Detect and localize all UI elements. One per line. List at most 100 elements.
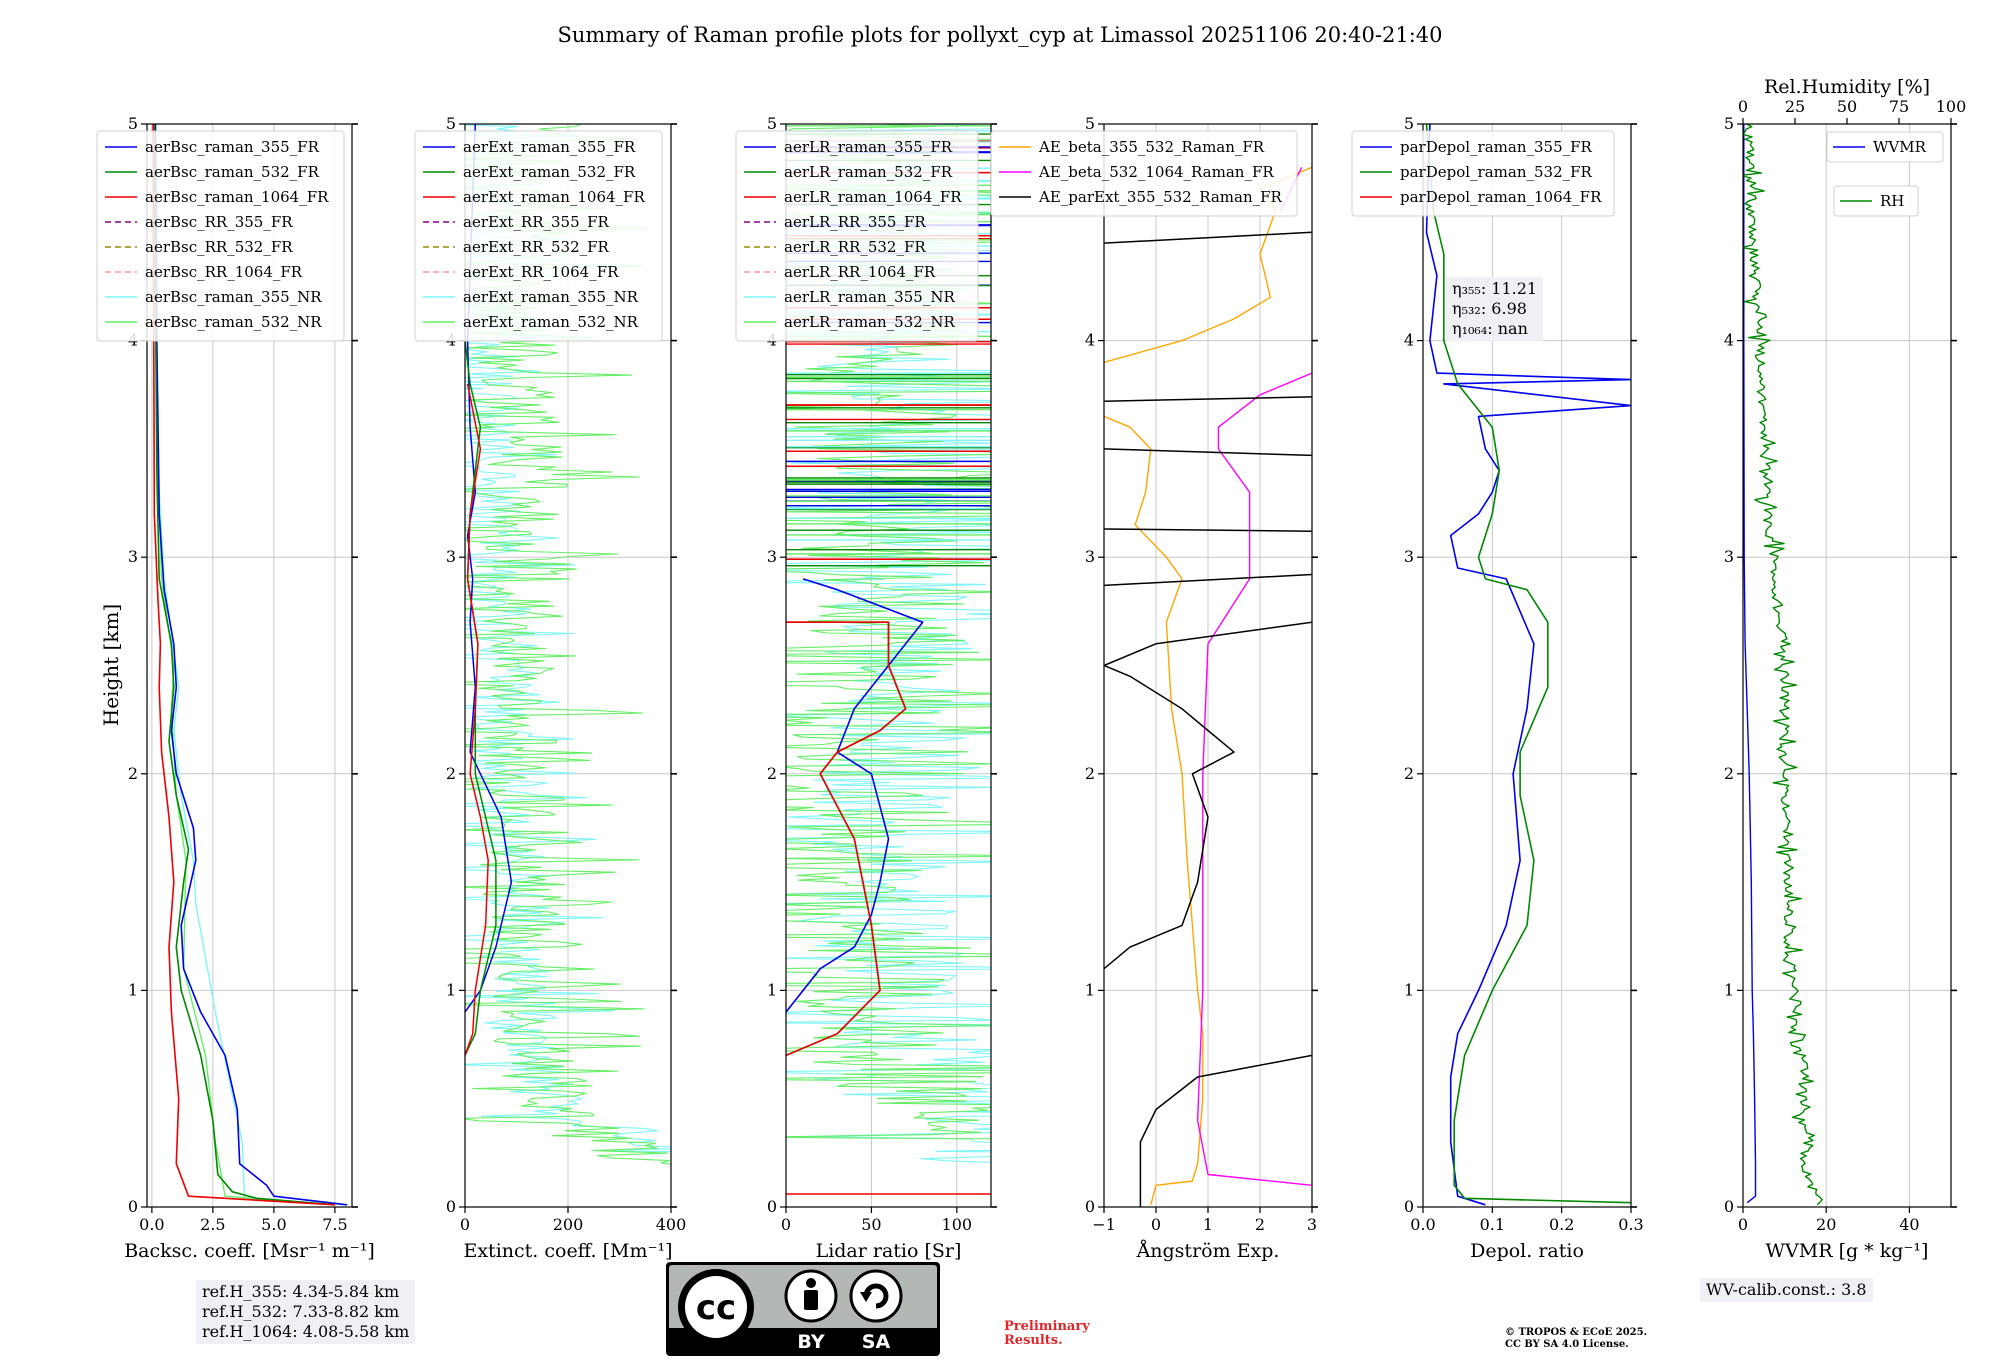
y-tick-label: 4: [1085, 331, 1095, 350]
y-tick-label: 0: [1404, 1197, 1414, 1216]
legend: AE_beta_355_532_Raman_FR AE_beta_532_1064…: [990, 130, 1298, 217]
legend-box: [990, 130, 1298, 217]
series-AE_parExt_355_532_Raman_FR: [1104, 621, 1312, 970]
legend-entry: aerLR_raman_1064_FR: [784, 188, 962, 206]
x-tick-label: 7.5: [322, 1215, 347, 1234]
y-tick-label: 3: [1085, 547, 1095, 566]
copyright-line-2: CC BY SA 4.0 License.: [1505, 1339, 1629, 1350]
y-tick-label: 5: [767, 114, 777, 133]
y-tick-label: 0: [1085, 1197, 1095, 1216]
y-tick-label: 1: [1085, 980, 1095, 999]
series-group: [1425, 124, 1631, 1206]
series-aerExt_raman_1064_FR: [465, 383, 489, 1056]
top-x-tick-label: 100: [1936, 97, 1967, 116]
legend-box: [1833, 185, 1919, 217]
y-tick-label: 5: [1404, 114, 1414, 133]
series-AE_beta_355_532_Raman_FR: [1104, 415, 1204, 1205]
series-AE_parExt_355_532_Raman_FR: [1104, 448, 1312, 457]
legend-entry: aerLR_RR_355_FR: [784, 213, 926, 231]
series-group: [1743, 124, 1823, 1206]
y-tick-label: 2: [1404, 764, 1414, 783]
top-x-tick-label: 50: [1837, 97, 1857, 116]
top-axis-label: Rel.Humidity [%]: [1764, 76, 1930, 98]
y-tick-label: 4: [1724, 331, 1734, 350]
series-RH: [1743, 124, 1823, 1206]
legend: aerExt_raman_355_FR aerExt_raman_532_FRae…: [414, 130, 663, 342]
share-alike-icon: [849, 1269, 903, 1323]
plot-frame: [1742, 123, 1952, 1208]
y-tick-label: 5: [1085, 114, 1095, 133]
x-tick-label: 0.0: [139, 1215, 164, 1234]
x-axis-label: Extinct. coeff. [Mm⁻¹]: [463, 1240, 672, 1262]
legend-entry: parDepol_raman_355_FR: [1400, 138, 1593, 156]
x-tick-label: 40: [1899, 1215, 1919, 1234]
legend-box: [1826, 131, 1944, 163]
panel-backscatter: 0.0 2.5 5.0 7.5 Backsc. coeff. [Msr⁻¹ m⁻¹] 0 1…: [96, 114, 375, 1262]
series-aerExt_raman_355_FR: [465, 124, 513, 1013]
y-tick-label: 2: [1724, 764, 1734, 783]
x-tick-label: −1: [1092, 1215, 1116, 1234]
legend: WVMR RH: [1826, 131, 1944, 217]
y-axis-label: Height [km]: [99, 604, 123, 726]
series-parDepol_raman_355_FR: [1425, 124, 1631, 1206]
series-aerLR_raman_355_NR: [786, 124, 991, 1163]
x-tick-label: 0.0: [1410, 1215, 1435, 1234]
top-x-tick-label: 25: [1785, 97, 1805, 116]
reference-height-box: ref.H_355: 4.34-5.84 km ref.H_532: 7.33-…: [196, 1280, 416, 1344]
legend-entry: aerLR_raman_532_FR: [784, 163, 953, 181]
y-tick-label: 5: [446, 114, 456, 133]
y-tick-label: 3: [1724, 547, 1734, 566]
x-axis-label: Depol. ratio: [1470, 1240, 1584, 1262]
legend-entry: aerBsc_raman_532_FR: [145, 163, 320, 181]
x-tick-label: 0.2: [1549, 1215, 1574, 1234]
y-tick-label: 3: [128, 547, 138, 566]
y-tick-label: 3: [446, 547, 456, 566]
legend-box: [735, 130, 979, 342]
legend-entry: aerLR_raman_532_NR: [784, 313, 955, 331]
y-tick-label: 1: [1404, 980, 1414, 999]
series-WVMR: [1743, 124, 1757, 1204]
legend-entry: aerExt_raman_1064_FR: [463, 188, 645, 206]
series-group: [152, 124, 348, 1206]
preliminary-line-1: Preliminary: [1004, 1319, 1090, 1334]
x-tick-label: 5.0: [261, 1215, 286, 1234]
x-tick-label: 400: [656, 1215, 687, 1234]
x-tick-label: 50: [861, 1215, 881, 1234]
series-aerBsc_raman_532_FR: [153, 124, 335, 1206]
x-tick-label: 0: [1151, 1215, 1161, 1234]
copyright-line-1: © TROPOS & ECoE 2025.: [1505, 1327, 1648, 1338]
x-tick-label: 2: [1255, 1215, 1265, 1234]
eta-532: η₅₃₂: 6.98: [1452, 299, 1527, 318]
legend-entry: AE_beta_532_1064_Raman_FR: [1038, 163, 1274, 181]
wv-calib-const: WV-calib.const.: 3.8: [1706, 1280, 1867, 1299]
legend-entry: aerLR_RR_1064_FR: [784, 263, 936, 281]
x-tick-label: 0.1: [1480, 1215, 1505, 1234]
ref-height-532: ref.H_532: 7.33-8.82 km: [202, 1302, 400, 1321]
legend-entry: aerExt_raman_355_NR: [463, 288, 639, 306]
legend-box: [1351, 130, 1615, 217]
x-axis-label: WVMR [g * kg⁻¹]: [1766, 1240, 1929, 1262]
series-AE_beta_532_1064_Raman_FR: [1196, 372, 1312, 1186]
legend-entry: aerLR_raman_355_FR: [784, 138, 953, 156]
legend-entry: AE_beta_355_532_Raman_FR: [1038, 138, 1265, 156]
x-tick-label: 100: [942, 1215, 973, 1234]
y-tick-label: 5: [1724, 114, 1734, 133]
y-tick-label: 1: [446, 980, 456, 999]
x-tick-label: 200: [553, 1215, 584, 1234]
legend-entry: RH: [1880, 192, 1904, 210]
svg-text:cc: cc: [696, 1288, 736, 1328]
legend-entry: aerBsc_raman_1064_FR: [145, 188, 329, 206]
legend-box: [414, 130, 663, 342]
legend-entry: aerExt_raman_532_NR: [463, 313, 639, 331]
legend-entry: aerExt_raman_355_FR: [463, 138, 636, 156]
series-aerBsc_raman_532_NR: [153, 124, 335, 1206]
eta-355: η₃₅₅: 11.21: [1452, 279, 1538, 298]
y-tick-label: 1: [1724, 980, 1734, 999]
y-tick-label: 1: [128, 980, 138, 999]
preliminary-results-note: Preliminary Results.: [1004, 1320, 1090, 1348]
